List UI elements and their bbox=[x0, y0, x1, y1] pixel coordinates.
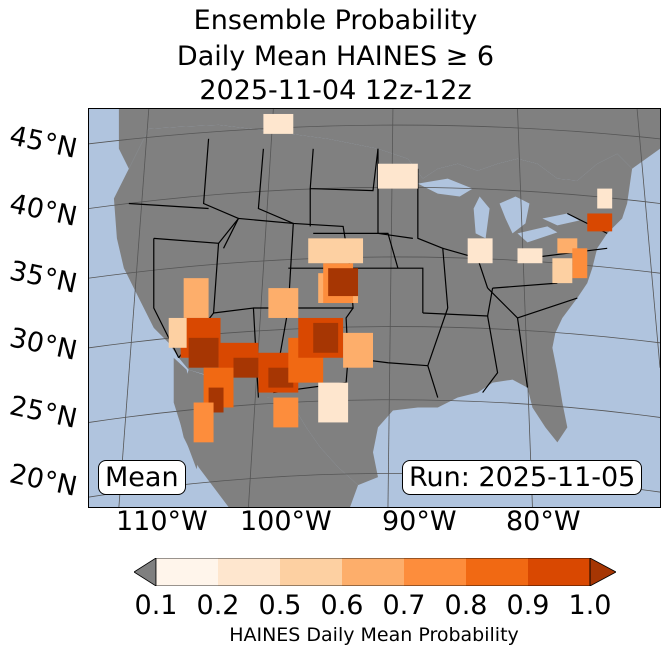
colorbar-bin-2 bbox=[218, 558, 280, 586]
colorbar-bin-3 bbox=[280, 558, 342, 586]
colorbar-label: HAINES Daily Mean Probability bbox=[229, 624, 519, 646]
title-line-3: 2025-11-04 12z-12z bbox=[199, 75, 472, 106]
lon-label-90: 90°W bbox=[382, 506, 457, 537]
stat-label: Mean bbox=[98, 460, 186, 495]
title-line-2: Daily Mean HAINES ≥ 6 bbox=[176, 41, 495, 72]
colorbar-tick: 0.6 bbox=[320, 590, 364, 621]
colorbar-bin-7 bbox=[528, 558, 590, 586]
canada-land bbox=[118, 109, 660, 181]
colorbar-tick: 0.7 bbox=[382, 590, 426, 621]
colorbar-bin-5 bbox=[404, 558, 466, 586]
colorbar-tick: 0.1 bbox=[134, 590, 178, 621]
run-label: Run: 2025-11-05 bbox=[402, 460, 643, 495]
colorbar-under-arrow bbox=[134, 558, 157, 586]
colorbar-tick: 0.2 bbox=[196, 590, 240, 621]
lon-label-80: 80°W bbox=[506, 506, 581, 537]
lat-label-20: 20°N bbox=[6, 458, 80, 503]
colorbar-over-arrow bbox=[589, 558, 616, 586]
lat-label-45: 45°N bbox=[6, 120, 80, 165]
colorbar-tick: 0.8 bbox=[444, 590, 488, 621]
colorbar-tick: 0.5 bbox=[258, 590, 302, 621]
probability-fill bbox=[168, 113, 613, 443]
lat-label-40: 40°N bbox=[6, 188, 80, 233]
colorbar-bin-6 bbox=[466, 558, 528, 586]
conus-land bbox=[113, 124, 633, 486]
colorbar bbox=[134, 558, 616, 586]
map-panel bbox=[88, 108, 661, 508]
title-line-1: Ensemble Probability bbox=[193, 5, 478, 36]
colorbar-tick: 0.9 bbox=[506, 590, 550, 621]
lat-label-30: 30°N bbox=[6, 322, 80, 367]
great-lakes bbox=[417, 178, 580, 243]
lon-label-100: 100°W bbox=[240, 506, 332, 537]
lon-label-110: 110°W bbox=[116, 506, 208, 537]
colorbar-tick: 1.0 bbox=[568, 590, 612, 621]
colorbar-bin-1 bbox=[156, 558, 218, 586]
colorbar-bin-4 bbox=[342, 558, 404, 586]
lat-label-25: 25°N bbox=[6, 390, 80, 435]
lat-label-35: 35°N bbox=[6, 255, 80, 300]
